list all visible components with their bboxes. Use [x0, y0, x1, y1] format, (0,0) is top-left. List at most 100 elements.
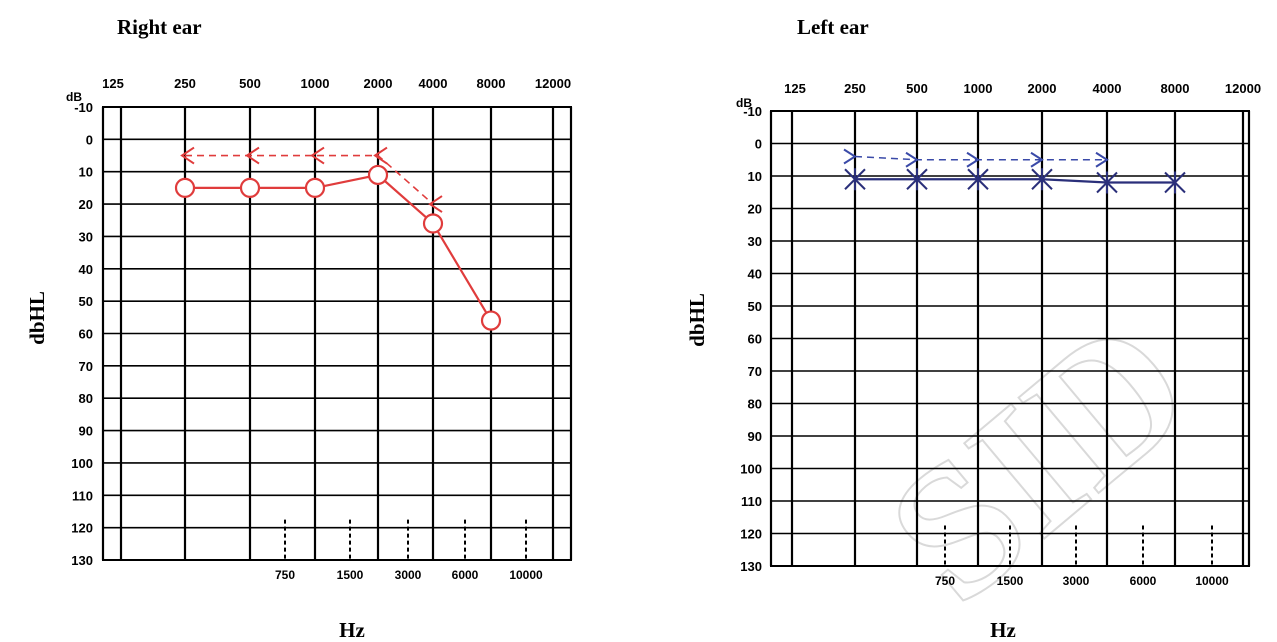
y-tick-label: 120	[740, 527, 762, 542]
x-tick-label: 12000	[535, 76, 571, 91]
x-tick-label: 250	[174, 76, 196, 91]
right-ear-series	[174, 146, 502, 331]
x-tick-label: 4000	[419, 76, 448, 91]
bone-conduction-marker	[310, 146, 325, 165]
x-tick-label: 8000	[477, 76, 506, 91]
air-conduction-marker	[239, 177, 261, 198]
bone-conduction-marker	[905, 151, 919, 168]
bone-conduction-line	[185, 154, 434, 205]
air-conduction-marker	[1164, 171, 1186, 194]
x-tick-label: 12000	[1225, 81, 1261, 96]
air-conduction-marker	[967, 168, 989, 191]
x-tick-label: 500	[906, 81, 928, 96]
y-tick-label: 80	[79, 391, 93, 406]
air-conduction-marker	[1031, 168, 1053, 191]
y-tick-label: 60	[748, 332, 762, 347]
y-tick-label: 90	[79, 424, 93, 439]
bottom-tick-label: 10000	[1195, 574, 1229, 588]
left-ear-title: Left ear	[797, 15, 869, 39]
y-tick-label: 130	[740, 559, 762, 574]
y-tick-label: 100	[740, 462, 762, 477]
right-ear-x-axis-title: Hz	[339, 618, 365, 642]
right-ear-panel: Right ear dbHL Hz dB -10 0 10 20 30 40 50 60 70 8…	[25, 15, 573, 642]
left-ear-y-ticks: -10 0 10 20 30 40 50 60 70 80 90 100 110 120 130	[740, 104, 762, 574]
right-ear-y-axis-title: dbHL	[25, 291, 49, 345]
x-tick-label: 1000	[964, 81, 993, 96]
y-tick-label: 20	[79, 197, 93, 212]
right-ear-db-unit: dB	[66, 90, 82, 104]
y-tick-label: 50	[79, 294, 93, 309]
bone-conduction-marker	[1030, 151, 1044, 168]
x-tick-label: 250	[844, 81, 866, 96]
bottom-tick-label: 1500	[337, 568, 364, 582]
bone-conduction-marker	[373, 146, 388, 165]
right-ear-grid	[101, 106, 573, 561]
y-tick-label: 10	[748, 169, 762, 184]
x-tick-label: 1000	[301, 76, 330, 91]
bottom-tick-label: 3000	[395, 568, 422, 582]
left-ear-series	[843, 148, 1186, 194]
air-conduction-marker	[422, 213, 444, 234]
bottom-tick-label: 750	[275, 568, 295, 582]
air-conduction-line	[185, 173, 492, 322]
left-ear-bottom-ticks: 750 1500 3000 6000 10000	[935, 525, 1229, 588]
left-ear-x-axis-title: Hz	[990, 618, 1016, 642]
y-tick-label: -10	[74, 100, 93, 115]
bone-conduction-marker	[966, 151, 980, 168]
bone-conduction-marker	[245, 146, 260, 165]
bottom-tick-label: 10000	[509, 568, 543, 582]
right-ear-title: Right ear	[117, 15, 202, 39]
bone-conduction-line	[854, 155, 1107, 161]
y-tick-label: 30	[79, 229, 93, 244]
x-tick-label: 125	[102, 76, 124, 91]
air-conduction-marker	[480, 310, 502, 331]
left-ear-db-unit: dB	[736, 96, 752, 110]
y-tick-label: 60	[79, 327, 93, 342]
right-ear-y-ticks: -10 0 10 20 30 40 50 60 70 80 90 100 110 120 130	[71, 100, 93, 568]
bottom-tick-label: 6000	[1130, 574, 1157, 588]
bone-conduction-marker	[180, 146, 195, 165]
y-tick-label: 20	[748, 202, 762, 217]
x-tick-label: 8000	[1161, 81, 1190, 96]
x-tick-label: 500	[239, 76, 261, 91]
y-tick-label: 70	[748, 364, 762, 379]
bone-conduction-marker	[843, 148, 857, 165]
y-tick-label: 10	[79, 165, 93, 180]
air-conduction-line	[855, 178, 1175, 184]
y-tick-label: 40	[748, 267, 762, 282]
left-ear-x-ticks: 125 250 500 1000 2000 4000 8000 12000	[784, 81, 1261, 96]
bottom-tick-label: 6000	[452, 568, 479, 582]
y-tick-label: 0	[86, 132, 93, 147]
y-tick-label: 30	[748, 234, 762, 249]
y-tick-label: 50	[748, 299, 762, 314]
y-tick-label: 110	[72, 488, 93, 503]
x-tick-label: 125	[784, 81, 806, 96]
bottom-tick-label: 3000	[1063, 574, 1090, 588]
bottom-tick-label: 750	[935, 574, 955, 588]
y-tick-label: 120	[71, 521, 93, 536]
y-tick-label: 40	[79, 262, 93, 277]
y-tick-label: 70	[79, 359, 93, 374]
left-ear-panel: Left ear dbHL Hz dB -10 0 10 20 30 40 50 60 70 80…	[685, 15, 1261, 642]
x-tick-label: 2000	[364, 76, 393, 91]
y-tick-label: 110	[741, 494, 762, 509]
y-tick-label: 0	[755, 137, 762, 152]
bone-conduction-marker	[1095, 151, 1109, 168]
y-tick-label: 90	[748, 429, 762, 444]
right-ear-x-ticks: 125 250 500 1000 2000 4000 8000 12000	[102, 76, 571, 91]
y-tick-label: 100	[71, 456, 93, 471]
x-tick-label: 2000	[1028, 81, 1057, 96]
left-ear-y-axis-title: dbHL	[685, 293, 709, 347]
watermark: SID	[850, 278, 1228, 642]
left-ear-grid	[769, 110, 1251, 567]
air-conduction-marker	[844, 168, 866, 191]
x-tick-label: 4000	[1093, 81, 1122, 96]
air-conduction-marker	[1096, 171, 1118, 194]
bottom-tick-label: 1500	[997, 574, 1024, 588]
right-ear-bottom-ticks: 750 1500 3000 6000 10000	[275, 519, 543, 582]
air-conduction-marker	[174, 177, 196, 198]
air-conduction-marker	[906, 168, 928, 191]
y-tick-label: 80	[748, 397, 762, 412]
y-tick-label: 130	[71, 553, 93, 568]
